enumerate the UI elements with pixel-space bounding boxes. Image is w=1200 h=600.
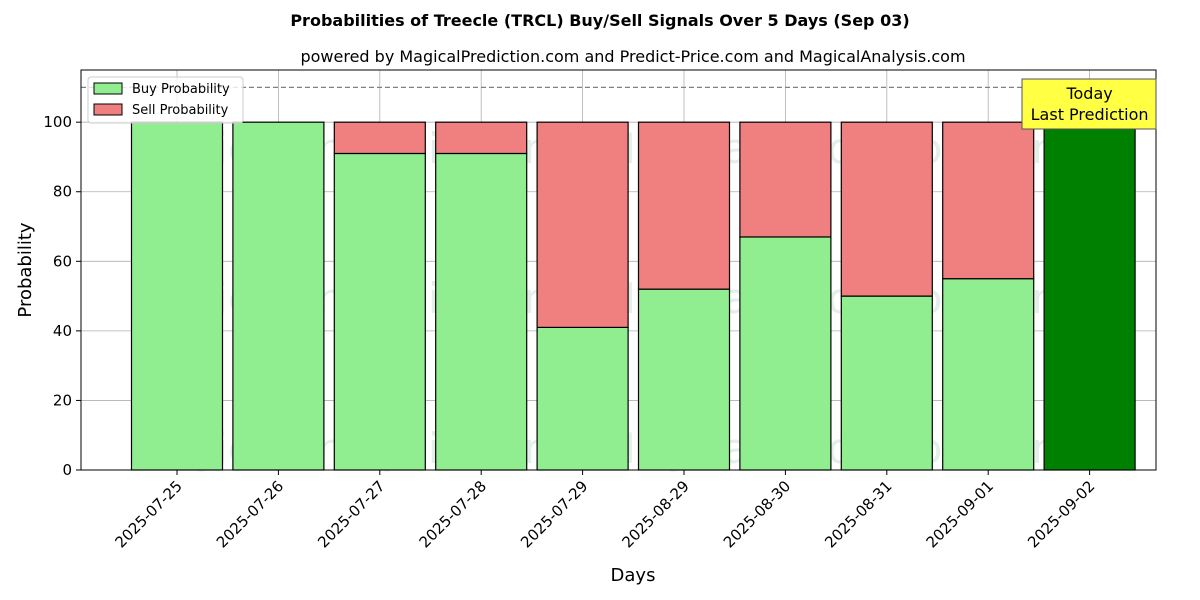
sell-bar [333,121,426,155]
legend-box [87,76,244,124]
buy-bar [840,295,933,471]
bars [130,121,1136,471]
buy-bar [1043,121,1136,471]
sell-bar [536,121,629,328]
y-tick-label: 100 [43,113,72,131]
legend-swatch [93,82,123,95]
plot-frame [80,69,1157,471]
y-tick-label: 80 [53,183,72,201]
legend-label: Sell Probability [132,103,229,118]
buy-bar [942,278,1035,471]
annotation-text: Last Prediction [1031,105,1149,124]
legend-swatch [93,103,123,116]
today-annotation: Today Last Prediction [1021,78,1157,130]
sell-bar [840,121,933,297]
buy-bar [739,236,832,471]
chart-title: Probabilities of Treecle (TRCL) Buy/Sell… [290,11,909,30]
y-tick-label: 60 [53,252,72,270]
sell-bar [942,121,1035,280]
buy-bar [232,121,325,471]
y-tick-label: 20 [53,391,72,409]
y-axis-label: Probability [15,222,36,317]
y-tick-label: 0 [62,461,72,479]
buy-bar [435,152,528,471]
sell-bar [637,121,731,290]
buy-bar [536,326,629,471]
annotation-box [1021,78,1157,130]
annotation-text: Today [1065,84,1112,103]
legend-label: Buy Probability [132,82,230,97]
legend: Buy Probability Sell Probability [87,76,244,124]
buy-bar [333,152,426,471]
chart-subtitle: powered by MagicalPrediction.com and Pre… [300,47,965,66]
buy-bar [637,288,731,471]
buy-bar [130,121,224,471]
y-tick-label: 40 [53,322,72,340]
x-axis-label: Days [611,565,656,586]
sell-bar [435,121,528,155]
sell-bar [739,121,832,238]
y-axis: 0 20 40 60 80 100 [43,113,81,479]
